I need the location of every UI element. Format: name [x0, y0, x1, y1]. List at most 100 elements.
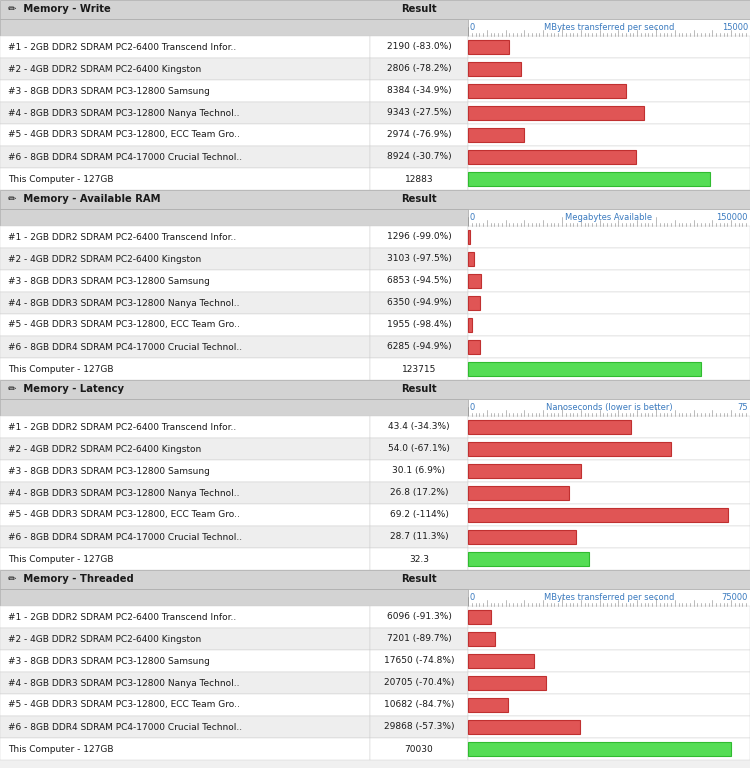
Text: #4 - 8GB DDR3 SDRAM PC3-12800 Nanya Technol..: #4 - 8GB DDR3 SDRAM PC3-12800 Nanya Tech… — [8, 108, 239, 118]
Bar — [370, 504, 468, 526]
Bar — [0, 336, 370, 358]
Text: Result: Result — [401, 194, 436, 204]
Text: 26.8 (17.2%): 26.8 (17.2%) — [390, 488, 448, 498]
Text: 69.2 (-114%): 69.2 (-114%) — [389, 511, 448, 519]
Bar — [370, 248, 468, 270]
Bar — [370, 270, 468, 292]
Text: MBytes transferred per second: MBytes transferred per second — [544, 593, 674, 602]
Bar — [370, 314, 468, 336]
Bar — [468, 743, 731, 756]
Bar — [0, 248, 370, 270]
Bar — [468, 416, 750, 438]
Text: 15000: 15000 — [722, 23, 748, 32]
Text: #4 - 8GB DDR3 SDRAM PC3-12800 Nanya Technol..: #4 - 8GB DDR3 SDRAM PC3-12800 Nanya Tech… — [8, 678, 239, 687]
Text: 32.3: 32.3 — [409, 554, 429, 564]
Bar — [468, 319, 472, 332]
Bar — [468, 41, 509, 54]
Text: #3 - 8GB DDR3 SDRAM PC3-12800 Samsung: #3 - 8GB DDR3 SDRAM PC3-12800 Samsung — [8, 276, 210, 286]
Text: #2 - 4GB DDR2 SDRAM PC2-6400 Kingston: #2 - 4GB DDR2 SDRAM PC2-6400 Kingston — [8, 65, 201, 74]
Bar — [468, 420, 632, 434]
Bar — [0, 526, 370, 548]
Bar — [468, 526, 750, 548]
Bar — [0, 716, 370, 738]
Bar — [468, 172, 710, 186]
Text: Result: Result — [401, 385, 436, 395]
Bar — [0, 589, 468, 606]
Bar — [370, 226, 468, 248]
Bar — [468, 358, 750, 380]
Bar — [468, 248, 750, 270]
Bar — [370, 358, 468, 380]
Bar — [0, 548, 370, 570]
Text: #6 - 8GB DDR4 SDRAM PC4-17000 Crucial Technol..: #6 - 8GB DDR4 SDRAM PC4-17000 Crucial Te… — [8, 532, 242, 541]
Bar — [468, 102, 750, 124]
Text: 6853 (-94.5%): 6853 (-94.5%) — [387, 276, 452, 286]
Text: #3 - 8GB DDR3 SDRAM PC3-12800 Samsung: #3 - 8GB DDR3 SDRAM PC3-12800 Samsung — [8, 657, 210, 666]
Bar — [468, 209, 750, 226]
Bar — [0, 36, 370, 58]
Bar — [370, 102, 468, 124]
Text: 3103 (-97.5%): 3103 (-97.5%) — [386, 254, 452, 263]
Bar — [370, 738, 468, 760]
Text: 10682 (-84.7%): 10682 (-84.7%) — [384, 700, 454, 710]
Text: 70030: 70030 — [405, 744, 433, 753]
Text: 2806 (-78.2%): 2806 (-78.2%) — [387, 65, 452, 74]
Bar — [468, 36, 750, 58]
Bar — [468, 698, 509, 712]
Text: #6 - 8GB DDR4 SDRAM PC4-17000 Crucial Technol..: #6 - 8GB DDR4 SDRAM PC4-17000 Crucial Te… — [8, 343, 242, 352]
Bar — [468, 589, 750, 606]
Bar — [468, 58, 750, 80]
Bar — [468, 151, 636, 164]
Bar — [0, 438, 370, 460]
Text: #3 - 8GB DDR3 SDRAM PC3-12800 Samsung: #3 - 8GB DDR3 SDRAM PC3-12800 Samsung — [8, 466, 210, 475]
Bar — [468, 84, 626, 98]
Text: 6350 (-94.9%): 6350 (-94.9%) — [387, 299, 452, 307]
Bar — [468, 442, 671, 455]
Bar — [0, 650, 370, 672]
Bar — [0, 314, 370, 336]
Text: #2 - 4GB DDR2 SDRAM PC2-6400 Kingston: #2 - 4GB DDR2 SDRAM PC2-6400 Kingston — [8, 634, 201, 644]
Text: 6285 (-94.9%): 6285 (-94.9%) — [387, 343, 452, 352]
Bar — [468, 362, 700, 376]
Text: 2190 (-83.0%): 2190 (-83.0%) — [387, 42, 452, 51]
Bar — [370, 336, 468, 358]
Bar — [468, 292, 750, 314]
Bar — [0, 168, 370, 190]
Bar — [468, 508, 728, 521]
Text: #4 - 8GB DDR3 SDRAM PC3-12800 Nanya Technol..: #4 - 8GB DDR3 SDRAM PC3-12800 Nanya Tech… — [8, 299, 239, 307]
Bar — [468, 314, 750, 336]
Bar — [0, 124, 370, 146]
Text: #5 - 4GB DDR3 SDRAM PC3-12800, ECC Team Gro..: #5 - 4GB DDR3 SDRAM PC3-12800, ECC Team … — [8, 131, 240, 140]
Text: 29868 (-57.3%): 29868 (-57.3%) — [384, 723, 454, 731]
Text: This Computer - 127GB: This Computer - 127GB — [8, 174, 113, 184]
Bar — [468, 19, 750, 36]
Text: 7201 (-89.7%): 7201 (-89.7%) — [387, 634, 452, 644]
Text: #3 - 8GB DDR3 SDRAM PC3-12800 Samsung: #3 - 8GB DDR3 SDRAM PC3-12800 Samsung — [8, 87, 210, 95]
Bar — [0, 358, 370, 380]
Text: 0: 0 — [470, 213, 476, 222]
Bar — [0, 504, 370, 526]
Bar — [468, 482, 750, 504]
Bar — [468, 168, 750, 190]
Text: 0: 0 — [470, 403, 476, 412]
Text: Result: Result — [401, 5, 436, 15]
Text: #4 - 8GB DDR3 SDRAM PC3-12800 Nanya Technol..: #4 - 8GB DDR3 SDRAM PC3-12800 Nanya Tech… — [8, 488, 239, 498]
Bar — [468, 486, 568, 500]
Bar — [468, 438, 750, 460]
Bar — [468, 504, 750, 526]
Text: #5 - 4GB DDR3 SDRAM PC3-12800, ECC Team Gro..: #5 - 4GB DDR3 SDRAM PC3-12800, ECC Team … — [8, 320, 240, 329]
Text: Result: Result — [401, 574, 436, 584]
Bar — [370, 36, 468, 58]
Bar — [468, 465, 581, 478]
Bar — [468, 531, 576, 544]
Bar — [468, 62, 520, 75]
Bar — [370, 672, 468, 694]
Text: 9343 (-27.5%): 9343 (-27.5%) — [387, 108, 452, 118]
Bar — [0, 628, 370, 650]
Text: #5 - 4GB DDR3 SDRAM PC3-12800, ECC Team Gro..: #5 - 4GB DDR3 SDRAM PC3-12800, ECC Team … — [8, 700, 240, 710]
Text: 8924 (-30.7%): 8924 (-30.7%) — [387, 153, 452, 161]
Text: 12883: 12883 — [405, 174, 433, 184]
Bar — [468, 628, 750, 650]
Bar — [370, 628, 468, 650]
Bar — [370, 526, 468, 548]
